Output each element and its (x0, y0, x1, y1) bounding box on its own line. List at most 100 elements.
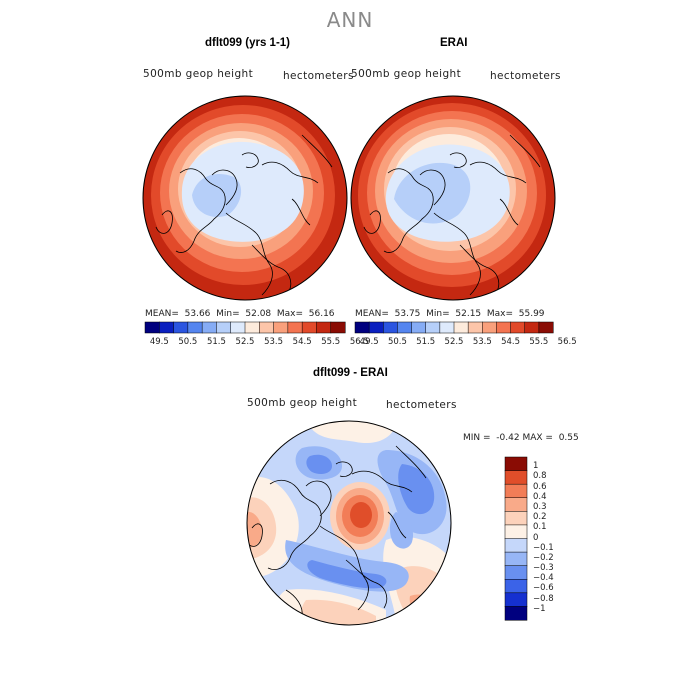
panel1-map-border (142, 95, 348, 301)
diff-colorbar-tick-label: 0.8 (533, 471, 547, 482)
diff-colorbar-swatch (504, 565, 528, 580)
panel2-max-label: Max= (486, 309, 514, 319)
diff-region-neg (389, 512, 414, 549)
panel1-colorbar (144, 321, 346, 334)
panel1-min: 52.08 (245, 309, 272, 319)
colorbar-swatch (244, 321, 260, 334)
diff-colorbar-swatch (504, 551, 528, 567)
colorbar-swatch (439, 321, 455, 334)
colorbar-tick-label: 53.5 (472, 337, 492, 347)
panel2-map (350, 95, 556, 301)
diff-subtitle-left: 500mb geop height (247, 397, 358, 409)
colorbar-swatch (425, 321, 441, 334)
diff-colorbar-tick-label: 1 (533, 461, 539, 472)
colorbar-swatch (354, 321, 370, 334)
panel2-subtitle-right: hectometers (490, 70, 561, 82)
panel2-subtitle-left: 500mb geop height (351, 68, 462, 80)
panel2-mean: 53.75 (394, 309, 421, 319)
panel1-mean-label: MEAN= (145, 309, 179, 319)
colorbar-swatch (397, 321, 413, 334)
panel1-band (181, 141, 304, 242)
diff-colorbar-tick-label: 0.1 (533, 522, 547, 533)
panel2-title: ERAI (440, 37, 468, 49)
colorbar-tick-label: 49.5 (149, 337, 169, 347)
colorbar-tick-label: 53.5 (264, 337, 284, 347)
diff-region-neg (306, 454, 332, 474)
diff-subtitle-right: hectometers (386, 399, 457, 411)
colorbar-swatch (273, 321, 289, 334)
colorbar-swatch (524, 321, 540, 334)
colorbar-tick-label: 52.5 (444, 337, 464, 347)
diff-max-label: MAX = (522, 433, 553, 443)
diff-colorbar-tick-label: 0 (533, 532, 539, 543)
diff-colorbar-swatch (504, 497, 528, 512)
colorbar-tick-label: 50.5 (178, 337, 198, 347)
colorbar-tick-label: 51.5 (206, 337, 226, 347)
diff-min-label: MIN = (463, 433, 491, 443)
panel2-min-label: Min= (426, 309, 450, 319)
colorbar-swatch (187, 321, 203, 334)
panel1-stats: MEAN= 53.66 Min= 52.08 Max= 56.16 (145, 309, 335, 319)
colorbar-swatch (230, 321, 246, 334)
diff-colorbar-tick-label: 0.2 (533, 512, 547, 523)
colorbar-swatch (482, 321, 497, 334)
diff-coastlines (247, 445, 427, 619)
colorbar-tick-label: 55.5 (529, 337, 549, 347)
colorbar-swatch (411, 321, 427, 334)
panel2-map-border (350, 95, 556, 301)
colorbar-swatch (496, 321, 512, 334)
colorbar-swatch (287, 321, 303, 334)
diff-colorbar-tick-label: 0.6 (533, 481, 547, 492)
diff-region-pos (300, 599, 376, 625)
panel1-max: 56.16 (308, 309, 335, 319)
diff-colorbar-swatch (504, 538, 528, 553)
colorbar-tick-label: 52.5 (235, 337, 255, 347)
panel2-mean-label: MEAN= (355, 309, 389, 319)
colorbar-swatch (368, 321, 384, 334)
panel1-map (142, 95, 348, 301)
panel1-subtitle-left: 500mb geop height (143, 68, 254, 80)
diff-colorbar-tick-label: −0.6 (533, 583, 554, 594)
colorbar-swatch (216, 321, 232, 334)
diff-colorbar-swatch (504, 524, 528, 540)
panel1-mean: 53.66 (184, 309, 211, 319)
diff-region-pos (247, 511, 262, 548)
diff-colorbar-swatch (504, 592, 528, 607)
diff-map (246, 420, 452, 626)
diff-stats: MIN = -0.42 MAX = 0.55 (463, 433, 579, 443)
colorbar-swatch (301, 321, 317, 334)
panel2-min: 52.15 (455, 309, 482, 319)
diff-colorbar (504, 456, 528, 621)
colorbar-swatch (467, 321, 483, 334)
diff-colorbar-tick-label: −0.3 (533, 563, 554, 574)
colorbar-swatch (201, 321, 217, 334)
colorbar-swatch (453, 321, 469, 334)
diff-colorbar-tick-label: −1 (533, 603, 546, 614)
diff-map-border (246, 420, 452, 626)
panel1-coastlines (155, 134, 333, 296)
panel2-coastlines (363, 134, 541, 296)
colorbar-swatch (330, 321, 346, 334)
diff-colorbar-tick-label: −0.8 (533, 593, 554, 604)
panel2-max: 55.99 (518, 309, 545, 319)
diff-colorbar-swatch (504, 470, 528, 485)
diff-colorbar-swatch (504, 483, 528, 499)
colorbar-tick-label: 56.5 (557, 337, 577, 347)
diff-region-pos (350, 502, 372, 528)
diff-region-pos (409, 594, 446, 625)
colorbar-tick-label: 51.5 (416, 337, 436, 347)
colorbar-swatch (144, 321, 160, 334)
colorbar-tick-label: 55.5 (321, 337, 341, 347)
panel1-colorbar-labels: 49.5 50.5 51.5 52.5 53.5 54.5 55.5 56.5 (145, 337, 369, 349)
colorbar-swatch (259, 321, 275, 334)
panel1-low-center (192, 174, 242, 217)
diff-colorbar-tick-label: 0.3 (533, 501, 547, 512)
panel1-max-label: Max= (276, 309, 304, 319)
colorbar-tick-label: 56.5 (349, 337, 369, 347)
panel2-colorbar-labels: 49.5 50.5 51.5 52.5 53.5 54.5 55.5 56.5 (355, 337, 577, 349)
diff-colorbar-swatch (504, 606, 528, 621)
colorbar-tick-label: 49.5 (359, 337, 379, 347)
diff-region-zero (306, 421, 396, 443)
colorbar-tick-label: 54.5 (292, 337, 312, 347)
diff-colorbar-tick-label: −0.2 (533, 552, 554, 563)
